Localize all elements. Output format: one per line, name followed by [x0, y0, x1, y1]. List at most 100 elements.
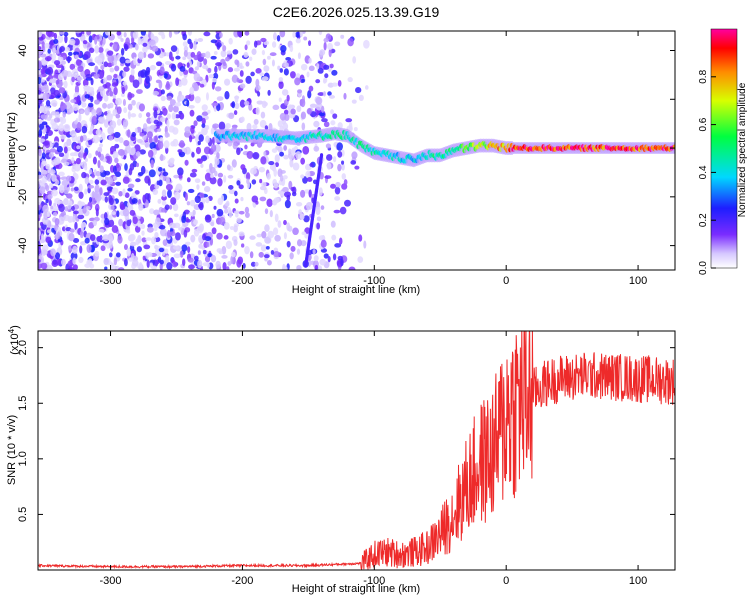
heatmap-noise-cell [174, 213, 179, 218]
heatmap-noise-cell [189, 135, 193, 143]
heatmap-noise-cell [316, 216, 322, 222]
heatmap-noise-cell [88, 35, 93, 43]
heatmap-noise-cell [216, 96, 224, 101]
heatmap-noise-cell [142, 42, 148, 47]
heatmap-noise-cell [332, 113, 338, 119]
heatmap-noise-cell [165, 183, 173, 191]
heatmap-noise-cell [261, 181, 267, 187]
heatmap-noise-cell [194, 96, 201, 104]
heatmap-noise-cell [260, 37, 267, 43]
heatmap-noise-cell [74, 31, 82, 34]
heatmap-noise-cell [136, 89, 143, 94]
heatmap-noise-cell [193, 219, 199, 225]
heatmap-noise-cell [54, 142, 59, 148]
heatmap-noise-cell [225, 123, 231, 129]
heatmap-noise-cell [317, 92, 325, 96]
heatmap-noise-cell [244, 245, 250, 255]
heatmap-noise-cell [166, 95, 173, 101]
heatmap-noise-cell [193, 54, 199, 61]
heatmap-noise-cell [99, 165, 104, 173]
heatmap-noise-cell [142, 255, 146, 261]
heatmap-noise-cell [63, 104, 68, 110]
heatmap-noise-cell [82, 78, 89, 87]
heatmap-noise-cell [175, 77, 180, 86]
heatmap-noise-cell [69, 228, 75, 233]
heatmap-noise-cell [76, 121, 82, 131]
heatmap-noise-cell [192, 84, 200, 92]
heatmap-noise-cell [77, 214, 85, 220]
heatmap-noise-cell [165, 176, 170, 185]
heatmap-noise-cell [187, 257, 194, 263]
heatmap-noise-cell [87, 184, 95, 189]
heatmap-noise-cell [107, 113, 114, 118]
heatmap-noise-cell [154, 135, 158, 143]
heatmap-noise-cell [239, 70, 244, 77]
heatmap-noise-cell [55, 49, 61, 54]
heatmap-noise-cell [68, 38, 76, 46]
heatmap-noise-cell [122, 208, 130, 217]
heatmap-noise-cell [260, 185, 267, 191]
heatmap-noise-cell [76, 59, 82, 66]
heatmap-noise-cell [181, 244, 188, 252]
heatmap-noise-cell [251, 195, 259, 203]
heatmap-noise-cell [103, 192, 110, 197]
heatmap-noise-cell [301, 122, 306, 131]
heatmap-noise-cell [117, 148, 125, 156]
heatmap-noise-cell [60, 134, 66, 140]
top-x-tick-label: 100 [629, 275, 647, 287]
heatmap-noise-cell [45, 126, 50, 133]
top-y-axis-label: Frequency (Hz) [6, 112, 18, 188]
heatmap-noise-cell [147, 149, 154, 158]
heatmap-noise-cell [97, 146, 103, 153]
heatmap-noise-cell [178, 227, 183, 231]
heatmap-noise-cell [270, 249, 275, 255]
heatmap-noise-cell [95, 170, 101, 177]
heatmap-noise-cell [297, 89, 303, 94]
heatmap-noise-cell [135, 162, 140, 168]
heatmap-noise-cell [271, 41, 277, 48]
heatmap-noise-cell [217, 197, 223, 206]
heatmap-noise-cell [129, 74, 135, 83]
heatmap-noise-cell [207, 109, 211, 114]
heatmap-noise-cell [109, 90, 114, 97]
bottom-y-tick-label: 2.0 [17, 340, 29, 355]
heatmap-noise-cell [337, 122, 343, 130]
heatmap-noise-cell [267, 55, 271, 60]
heatmap-noise-cell [245, 75, 252, 84]
heatmap-noise-cell [178, 151, 186, 158]
top-x-tick-label: -300 [100, 275, 122, 287]
heatmap-noise-cell [182, 215, 187, 223]
heatmap-noise-cell [116, 162, 120, 169]
heatmap-noise-cell [271, 148, 278, 153]
heatmap-noise-cell [136, 246, 142, 253]
heatmap-noise-cell [137, 220, 141, 228]
heatmap-noise-cell [178, 174, 183, 179]
heatmap-noise-cell [151, 265, 157, 270]
heatmap-noise-cell [306, 177, 313, 182]
heatmap-noise-cell [90, 95, 94, 103]
heatmap-noise-cell [321, 118, 328, 123]
heatmap-noise-cell [194, 195, 201, 204]
bottom-y-tick-label: 1.5 [17, 396, 29, 411]
heatmap-noise-cell [314, 264, 319, 270]
heatmap-noise-cell [283, 232, 287, 240]
heatmap-noise-cell [132, 216, 138, 225]
snr-series-line [38, 331, 675, 570]
heatmap-noise-cell [344, 199, 351, 207]
heatmap-noise-cell [192, 209, 196, 216]
heatmap-noise-cell [205, 197, 210, 204]
heatmap-noise-cell [295, 31, 301, 38]
heatmap-noise-cell [71, 205, 75, 212]
heatmap-noise-cell [289, 44, 294, 53]
heatmap-noise-cell [228, 209, 233, 218]
heatmap-noise-cell [315, 79, 321, 84]
heatmap-noise-cell [197, 203, 204, 209]
heatmap-noise-cell [157, 167, 163, 172]
heatmap-noise-cell [236, 147, 241, 156]
heatmap-noise-cell [345, 118, 353, 123]
heatmap-noise-cell [203, 31, 211, 37]
heatmap-noise-cell [289, 252, 294, 260]
heatmap-noise-cell [168, 31, 173, 38]
heatmap-noise-cell [207, 253, 213, 258]
heatmap-noise-cell [323, 253, 329, 259]
